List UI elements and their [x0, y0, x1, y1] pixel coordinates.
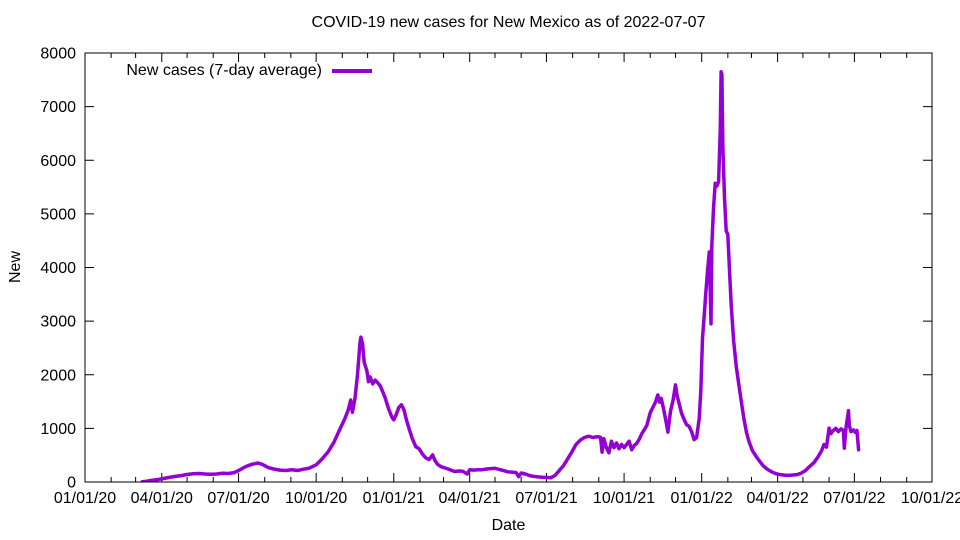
chart-title: COVID-19 new cases for New Mexico as of …	[311, 14, 706, 31]
svg-text:01/01/20: 01/01/20	[54, 490, 116, 507]
legend: New cases (7-day average)	[126, 62, 372, 80]
legend-line-sample	[332, 69, 372, 73]
svg-text:01/01/22: 01/01/22	[671, 490, 733, 507]
svg-text:04/01/21: 04/01/21	[439, 490, 501, 507]
legend-label: New cases (7-day average)	[126, 62, 322, 79]
svg-text:5000: 5000	[40, 206, 76, 223]
svg-text:04/01/22: 04/01/22	[746, 490, 808, 507]
svg-text:10/01/22: 10/01/22	[901, 490, 960, 507]
x-axis-label: Date	[491, 517, 526, 534]
svg-text:2000: 2000	[40, 367, 76, 384]
svg-text:4000: 4000	[40, 260, 76, 277]
svg-text:04/01/20: 04/01/20	[131, 490, 193, 507]
svg-text:07/01/22: 07/01/22	[823, 490, 885, 507]
svg-text:3000: 3000	[40, 314, 76, 331]
svg-text:1000: 1000	[40, 421, 76, 438]
svg-text:0: 0	[67, 475, 76, 492]
svg-text:7000: 7000	[40, 99, 76, 116]
svg-text:07/01/21: 07/01/21	[515, 490, 577, 507]
svg-text:07/01/20: 07/01/20	[207, 490, 269, 507]
svg-text:6000: 6000	[40, 153, 76, 170]
svg-text:8000: 8000	[40, 46, 76, 63]
svg-text:10/01/20: 10/01/20	[285, 490, 347, 507]
y-axis-label: New	[7, 250, 24, 284]
svg-text:10/01/21: 10/01/21	[593, 490, 655, 507]
svg-text:01/01/21: 01/01/21	[363, 490, 425, 507]
